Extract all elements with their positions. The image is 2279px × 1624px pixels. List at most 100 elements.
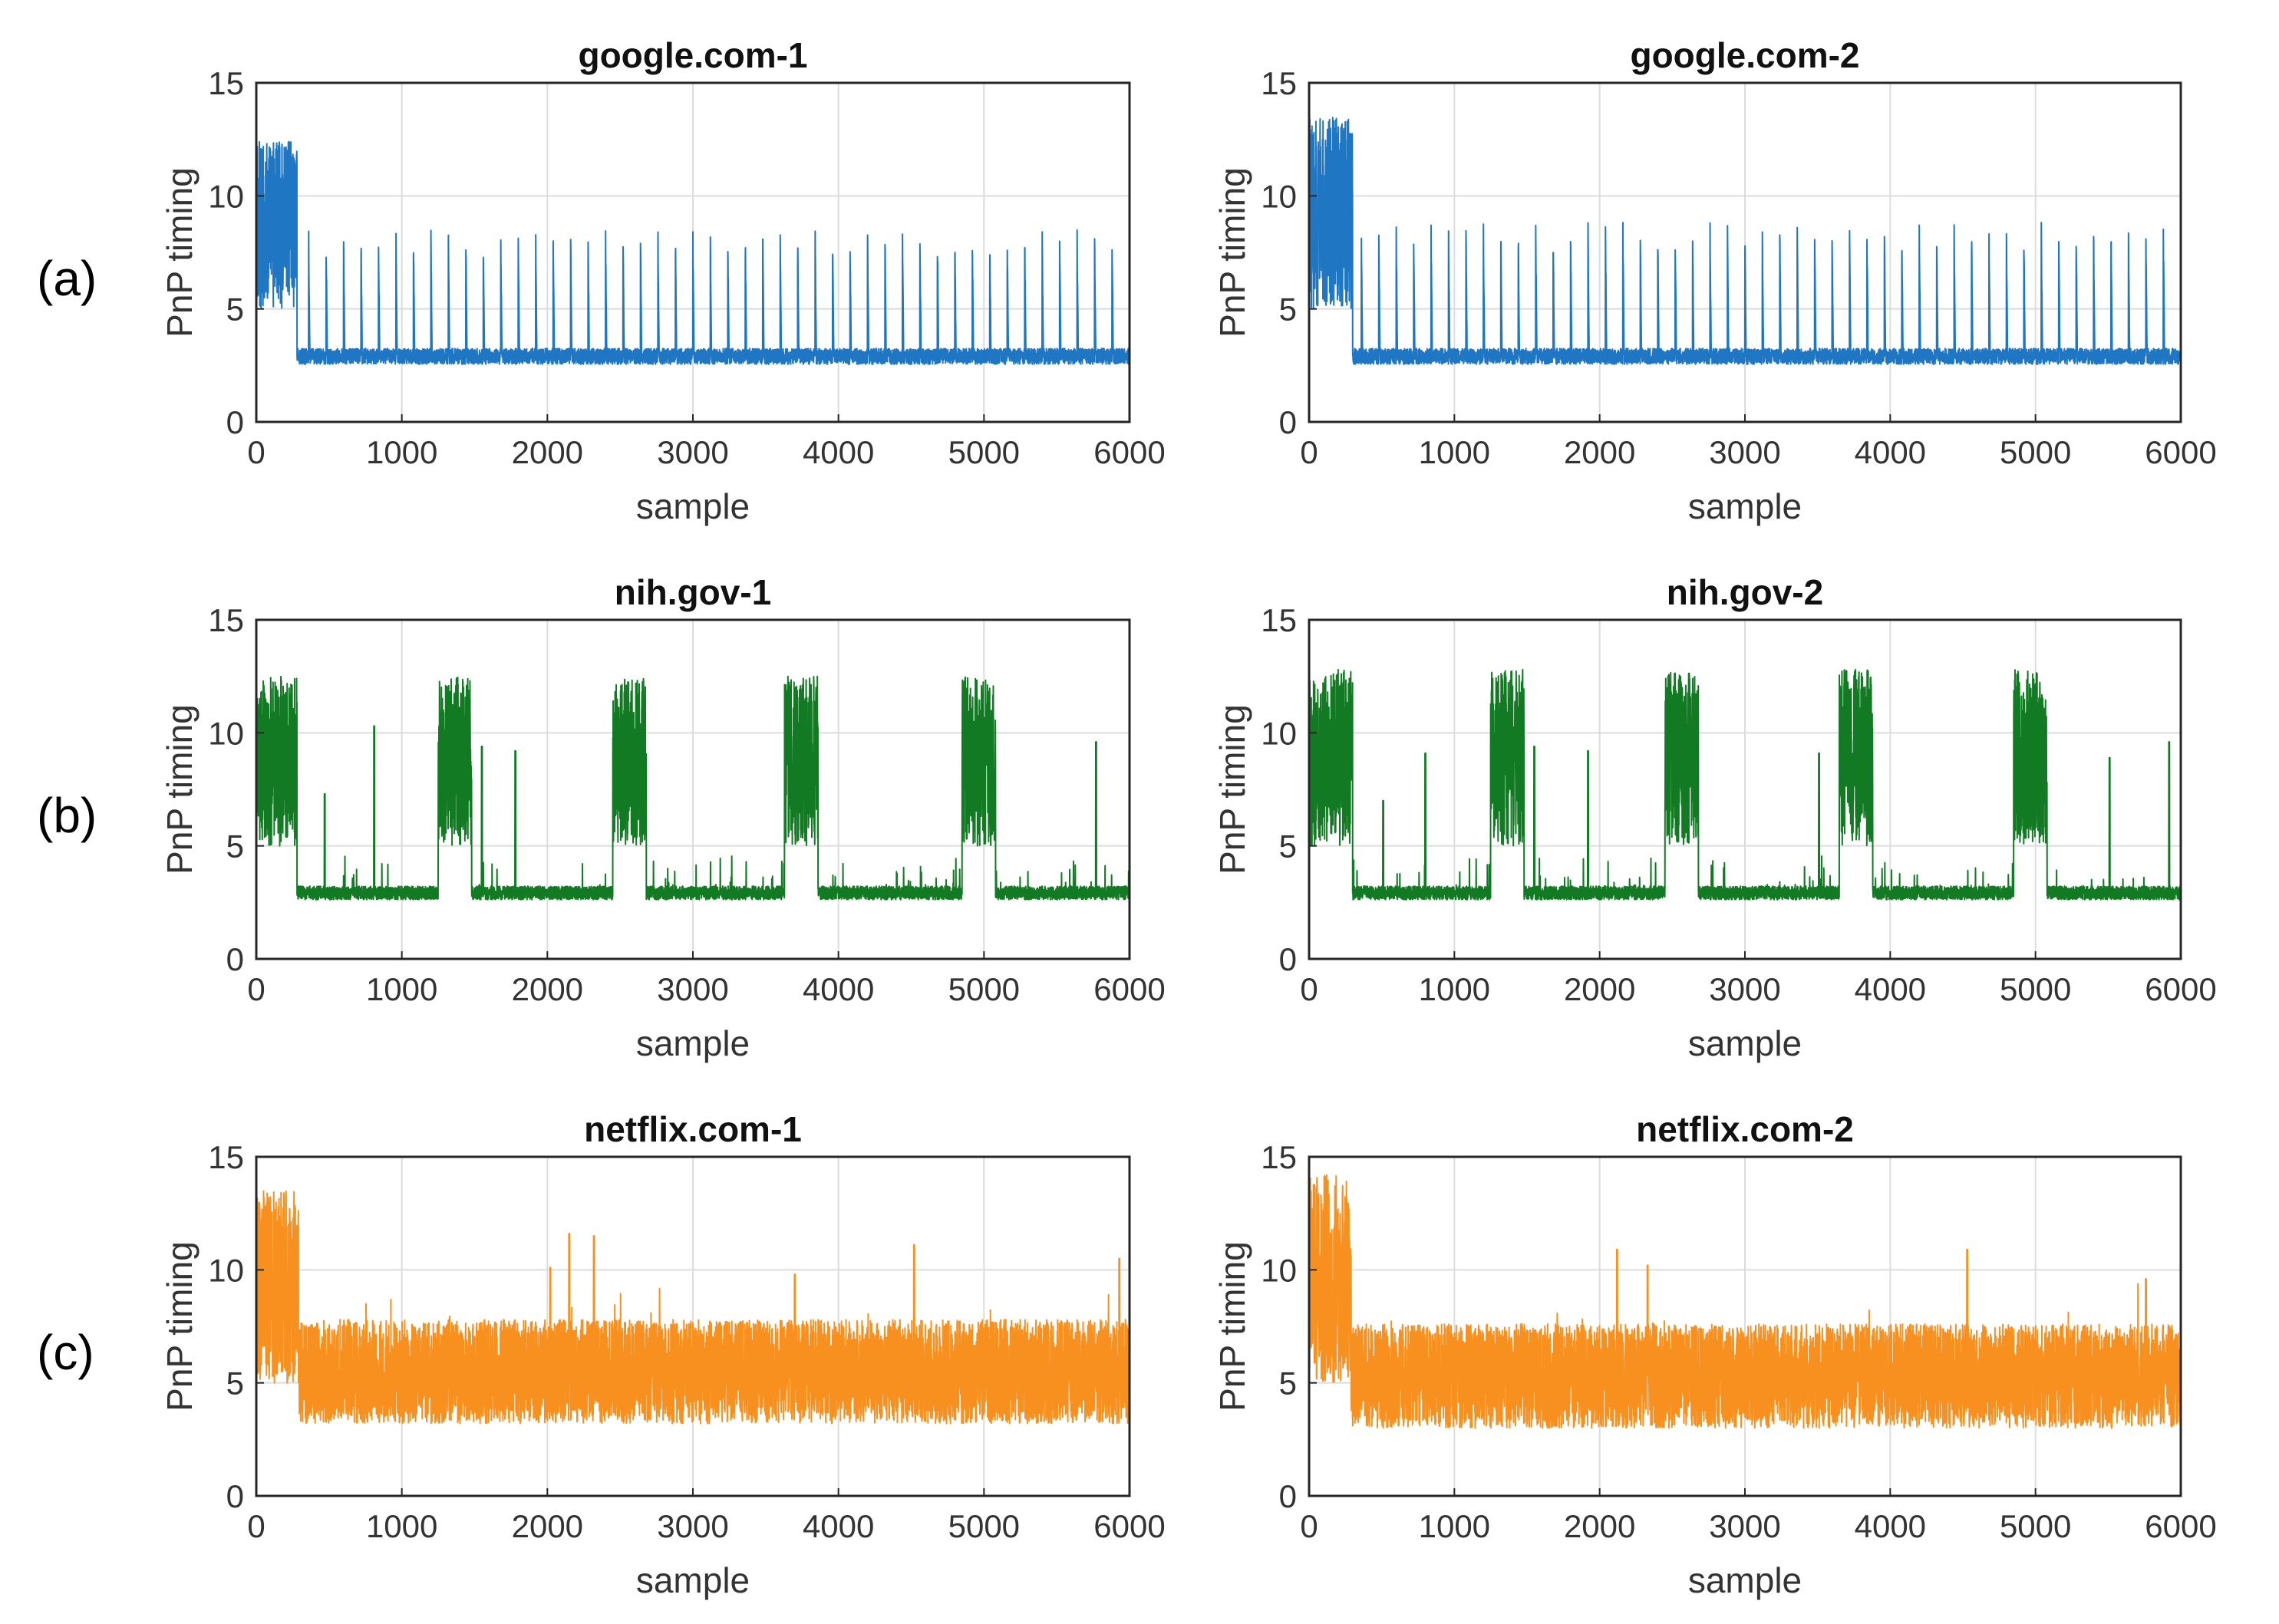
series-line xyxy=(256,675,1130,901)
x-tick-label: 6000 xyxy=(2145,1508,2216,1544)
y-tick-label: 5 xyxy=(226,828,244,865)
row-label-b: (b) xyxy=(37,788,97,843)
y-tick-label: 0 xyxy=(1279,1478,1297,1514)
y-axis-label: PnP timing xyxy=(1212,167,1252,338)
x-tick-label: 0 xyxy=(247,971,265,1007)
y-tick-label: 0 xyxy=(1279,404,1297,440)
x-tick-label: 2000 xyxy=(1564,971,1635,1007)
x-tick-label: 3000 xyxy=(1709,971,1780,1007)
x-tick-label: 1000 xyxy=(1419,434,1490,470)
x-axis-label: sample xyxy=(636,1023,750,1063)
x-tick-label: 4000 xyxy=(803,434,874,470)
y-axis-label: PnP timing xyxy=(160,1241,200,1412)
chart-panel-5: 0 1000 2000 3000 4000 5000 6000 0 5 10 15 netflix.c… xyxy=(160,1109,1166,1600)
y-axis-label: PnP timing xyxy=(1212,1241,1252,1412)
y-axis-label: PnP timing xyxy=(160,704,200,875)
chart-panel-6: 0 1000 2000 3000 4000 5000 6000 0 5 10 15 netflix.c… xyxy=(1212,1109,2217,1600)
y-tick-label: 10 xyxy=(1261,178,1297,214)
x-tick-label: 2000 xyxy=(512,1508,583,1544)
x-tick-label: 5000 xyxy=(948,434,1020,470)
x-tick-label: 5000 xyxy=(948,1508,1020,1544)
y-tick-label: 10 xyxy=(208,715,244,751)
x-tick-label: 2000 xyxy=(512,971,583,1007)
y-axis-label: PnP timing xyxy=(160,167,200,338)
series-line xyxy=(256,1190,1130,1425)
x-axis-label: sample xyxy=(1688,1023,1802,1063)
series-line xyxy=(1308,117,2182,365)
chart-title: netflix.com-1 xyxy=(584,1109,802,1149)
y-tick-label: 15 xyxy=(1261,602,1297,638)
x-tick-label: 0 xyxy=(1300,434,1318,470)
chart-panel-3: 0 1000 2000 3000 4000 5000 6000 0 5 10 15 nih.gov-1… xyxy=(160,572,1166,1063)
x-tick-label: 2000 xyxy=(512,434,583,470)
series-line xyxy=(1308,668,2182,901)
x-tick-label: 4000 xyxy=(803,971,874,1007)
y-tick-label: 5 xyxy=(1279,1365,1297,1402)
y-tick-label: 15 xyxy=(1261,65,1297,101)
x-tick-label: 6000 xyxy=(1093,971,1165,1007)
x-tick-label: 5000 xyxy=(948,971,1020,1007)
y-tick-label: 15 xyxy=(1261,1139,1297,1175)
x-tick-label: 0 xyxy=(247,434,265,470)
x-tick-label: 0 xyxy=(1300,971,1318,1007)
y-tick-label: 5 xyxy=(226,1365,244,1402)
chart-panel-2: 0 1000 2000 3000 4000 5000 6000 0 5 10 15 google.co… xyxy=(1212,35,2217,526)
x-tick-label: 2000 xyxy=(1564,1508,1635,1544)
x-tick-label: 3000 xyxy=(657,971,728,1007)
row-label-c: (c) xyxy=(37,1325,94,1380)
x-tick-label: 6000 xyxy=(2145,971,2216,1007)
x-tick-label: 0 xyxy=(1300,1508,1318,1544)
x-axis-label: sample xyxy=(636,486,750,526)
x-tick-label: 1000 xyxy=(1419,971,1490,1007)
y-tick-label: 5 xyxy=(1279,828,1297,865)
chart-title: nih.gov-2 xyxy=(1667,572,1823,612)
x-tick-label: 4000 xyxy=(1855,971,1926,1007)
row-label-a: (a) xyxy=(37,251,97,306)
chart-title: google.com-2 xyxy=(1630,35,1859,75)
y-tick-label: 10 xyxy=(1261,1252,1297,1288)
x-tick-label: 6000 xyxy=(2145,434,2216,470)
x-tick-label: 2000 xyxy=(1564,434,1635,470)
x-tick-label: 3000 xyxy=(657,434,728,470)
x-tick-label: 3000 xyxy=(657,1508,728,1544)
chart-title: nih.gov-1 xyxy=(615,572,771,612)
chart-title: google.com-1 xyxy=(578,35,807,75)
x-tick-label: 0 xyxy=(247,1508,265,1544)
y-tick-label: 15 xyxy=(208,1139,244,1175)
y-tick-label: 5 xyxy=(226,292,244,328)
x-tick-label: 5000 xyxy=(2000,434,2071,470)
x-axis-label: sample xyxy=(1688,1560,1802,1600)
series-line xyxy=(256,140,1130,365)
x-axis-label: sample xyxy=(636,1560,750,1600)
x-tick-label: 4000 xyxy=(1855,434,1926,470)
y-tick-label: 0 xyxy=(226,941,244,977)
x-tick-label: 6000 xyxy=(1093,434,1165,470)
x-tick-label: 4000 xyxy=(1855,1508,1926,1544)
y-axis-label: PnP timing xyxy=(1212,704,1252,875)
x-tick-label: 3000 xyxy=(1709,1508,1780,1544)
x-tick-label: 5000 xyxy=(2000,1508,2071,1544)
x-tick-label: 3000 xyxy=(1709,434,1780,470)
chart-panel-1: 0 1000 2000 3000 4000 5000 6000 0 5 10 15 google.co… xyxy=(160,35,1166,526)
y-tick-label: 10 xyxy=(1261,715,1297,751)
y-tick-label: 0 xyxy=(226,1478,244,1514)
series-line xyxy=(1308,1174,2182,1429)
chart-panel-4: 0 1000 2000 3000 4000 5000 6000 0 5 10 15 nih.gov-2… xyxy=(1212,572,2217,1063)
y-tick-label: 0 xyxy=(226,404,244,440)
x-tick-label: 6000 xyxy=(1093,1508,1165,1544)
x-tick-label: 1000 xyxy=(366,971,437,1007)
x-axis-label: sample xyxy=(1688,486,1802,526)
y-tick-label: 15 xyxy=(208,65,244,101)
y-tick-label: 10 xyxy=(208,178,244,214)
x-tick-label: 5000 xyxy=(2000,971,2071,1007)
x-tick-label: 1000 xyxy=(366,1508,437,1544)
y-tick-label: 0 xyxy=(1279,941,1297,977)
y-tick-label: 10 xyxy=(208,1252,244,1288)
x-tick-label: 1000 xyxy=(366,434,437,470)
x-tick-label: 4000 xyxy=(803,1508,874,1544)
chart-title: netflix.com-2 xyxy=(1636,1109,1854,1149)
x-tick-label: 1000 xyxy=(1419,1508,1490,1544)
y-tick-label: 5 xyxy=(1279,292,1297,328)
y-tick-label: 15 xyxy=(208,602,244,638)
